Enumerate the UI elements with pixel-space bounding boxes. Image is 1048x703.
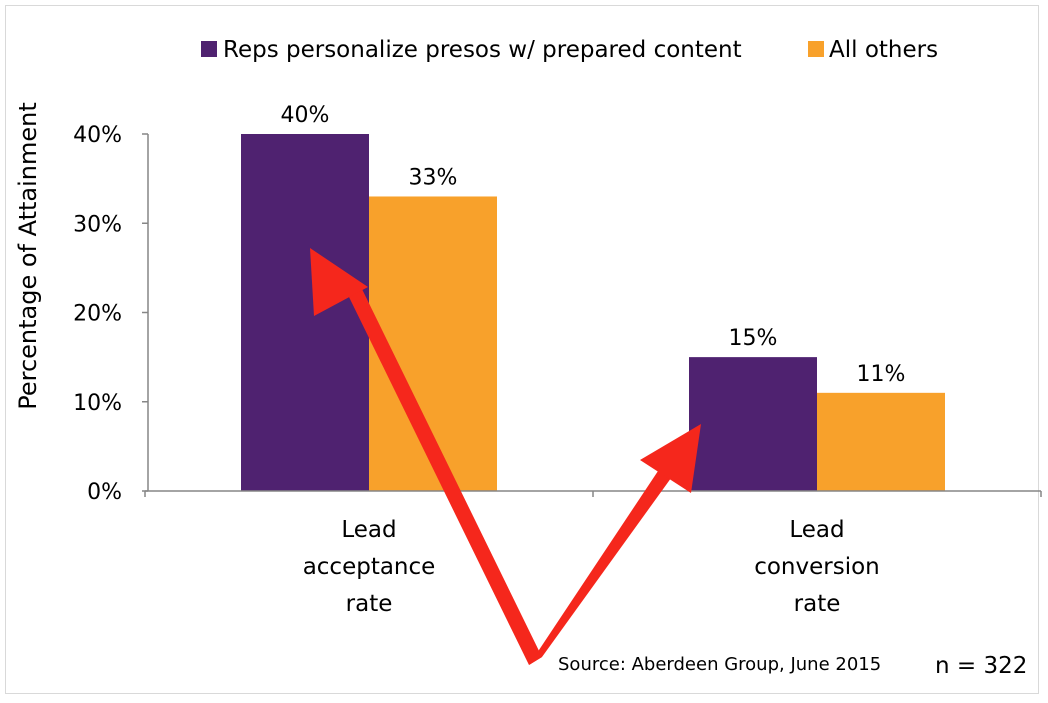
arrow-right-head	[640, 424, 701, 493]
y-axis: 0% 10% 20% 30% 40%	[73, 123, 149, 505]
x-axis: Lead acceptance rate Lead conversion rate	[144, 490, 1042, 617]
arrow-left-shaft	[349, 289, 542, 665]
y-tick-label: 20%	[73, 302, 122, 327]
x-category-label: Lead	[341, 517, 396, 543]
y-tick-label: 30%	[73, 212, 122, 237]
source-note: Source: Aberdeen Group, June 2015	[558, 654, 881, 675]
bar-value-label: 33%	[409, 165, 458, 190]
y-tick-label: 0%	[87, 480, 122, 505]
legend-swatch-all-others	[808, 41, 824, 57]
legend: Reps personalize presos w/ prepared cont…	[201, 37, 938, 63]
x-category-label: rate	[794, 591, 841, 617]
y-tick-label: 40%	[73, 123, 122, 148]
y-tick-label: 10%	[73, 391, 122, 416]
y-axis-title: Percentage of Attainment	[14, 102, 42, 410]
arrow-left-head	[310, 248, 368, 316]
bar	[241, 134, 369, 491]
bar	[817, 392, 945, 491]
x-category-label: conversion	[754, 554, 880, 580]
bars	[241, 134, 945, 491]
legend-swatch-personalize	[201, 41, 217, 57]
sample-size-note: n = 322	[935, 653, 1027, 679]
chart-frame	[5, 5, 1039, 694]
arrow-right-shaft	[529, 459, 679, 665]
x-category-label: acceptance	[303, 554, 436, 580]
annotation-arrows	[310, 248, 701, 665]
bar	[689, 357, 817, 491]
legend-label-all-others: All others	[829, 37, 938, 63]
value-labels: 40% 15% 33% 11%	[281, 103, 906, 387]
bar-value-label: 11%	[857, 362, 906, 387]
legend-label-personalize: Reps personalize presos w/ prepared cont…	[223, 37, 742, 63]
x-category-label: rate	[346, 591, 393, 617]
bar-value-label: 40%	[281, 103, 330, 128]
bar-value-label: 15%	[729, 326, 778, 351]
x-category-label: Lead	[789, 517, 844, 543]
